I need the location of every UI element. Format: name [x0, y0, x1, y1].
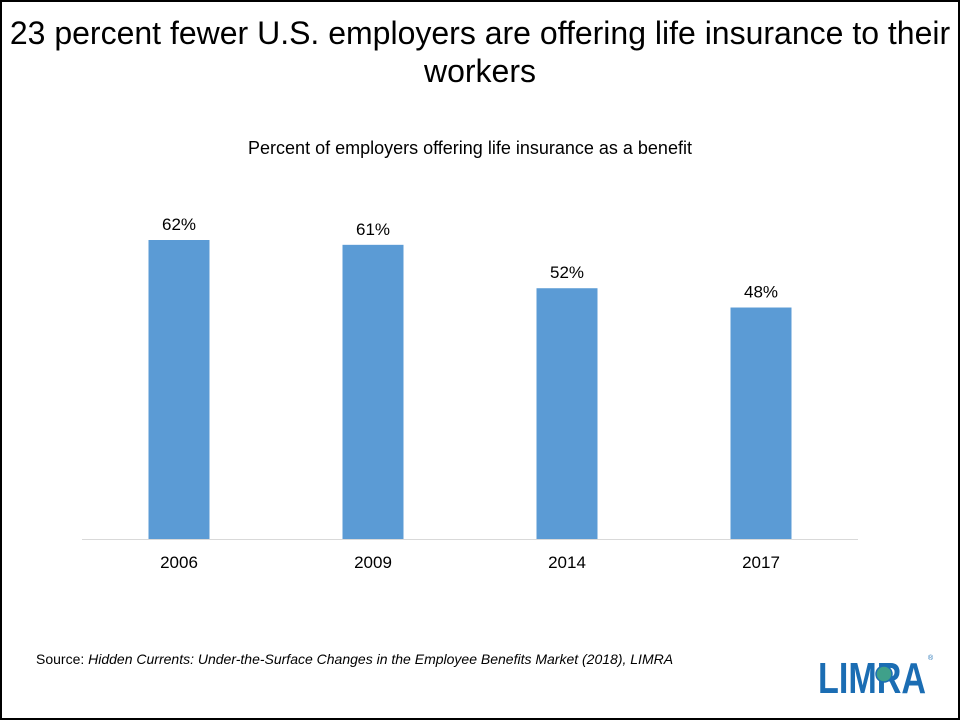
data-label-2006: 62%	[162, 215, 196, 234]
bar-2006	[148, 240, 210, 539]
data-label-2014: 52%	[550, 263, 584, 282]
bar-2017	[730, 307, 792, 539]
bar-2014	[536, 288, 598, 539]
data-label-2009: 61%	[356, 220, 390, 239]
limra-logo: LIMRA ®	[818, 654, 934, 698]
source-note: Source: Hidden Currents: Under-the-Surfa…	[36, 650, 673, 669]
bar-2009	[342, 244, 404, 540]
svg-text:®: ®	[928, 654, 934, 662]
x-tick-label-2017: 2017	[742, 553, 780, 572]
data-label-2017: 48%	[744, 283, 778, 302]
x-tick-label-2009: 2009	[354, 553, 392, 572]
source-prefix: Source:	[36, 651, 89, 667]
slide-title: 23 percent fewer U.S. employers are offe…	[9, 15, 951, 89]
globe-icon	[875, 665, 893, 683]
source-citation: Hidden Currents: Under-the-Surface Chang…	[88, 651, 674, 667]
svg-text:LIMRA: LIMRA	[818, 654, 926, 698]
chart-title: Percent of employers offering life insur…	[248, 138, 692, 158]
x-tick-label-2014: 2014	[548, 553, 586, 572]
x-tick-label-2006: 2006	[160, 553, 198, 572]
